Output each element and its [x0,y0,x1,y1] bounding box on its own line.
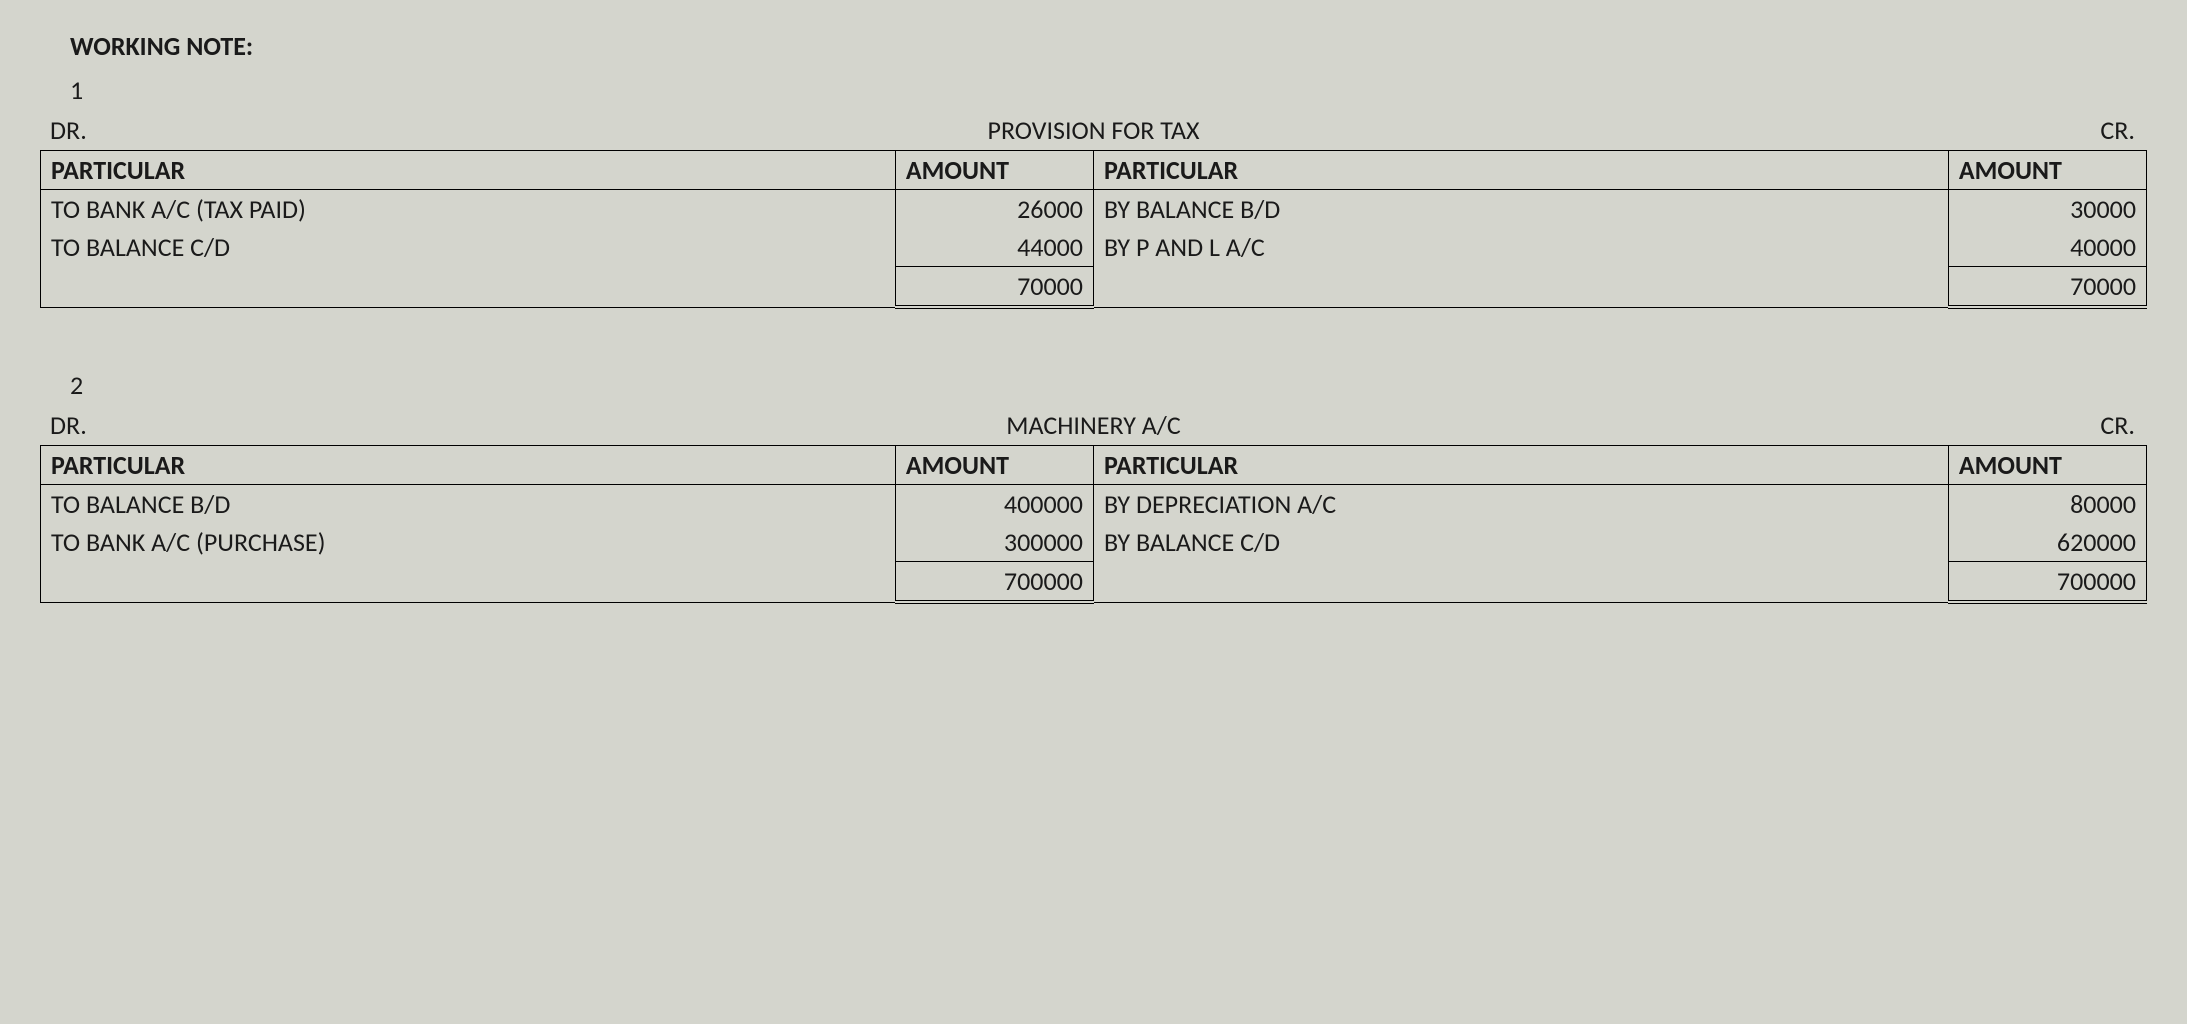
cr-particular: BY DEPRECIATION A/C [1093,485,1948,524]
table-row: TO BALANCE C/D 44000 BY P AND L A/C 4000… [41,228,2147,267]
cr-amount: 620000 [1948,523,2146,562]
dr-particular: TO BANK A/C (TAX PAID) [41,190,896,229]
dr-particular: TO BALANCE B/D [41,485,896,524]
dr-label: DR. [50,114,87,146]
cr-label: CR. [2100,409,2141,441]
cr-total: 70000 [1948,267,2146,308]
col-header-particular: PARTICULAR [1093,446,1948,485]
ledger-title: MACHINERY A/C [1006,409,1180,441]
col-header-amount: AMOUNT [1948,151,2146,190]
total-row: 700000 700000 [41,562,2147,603]
table-row: TO BANK A/C (TAX PAID) 26000 BY BALANCE … [41,190,2147,229]
col-header-particular: PARTICULAR [41,151,896,190]
total-row: 70000 70000 [41,267,2147,308]
cr-amount: 30000 [1948,190,2146,229]
dr-total: 70000 [895,267,1093,308]
cr-particular: BY BALANCE C/D [1093,523,1948,562]
ledger-title: PROVISION FOR TAX [988,114,1200,146]
col-header-amount: AMOUNT [895,446,1093,485]
cr-particular: BY BALANCE B/D [1093,190,1948,229]
ledger-table: PARTICULAR AMOUNT PARTICULAR AMOUNT TO B… [40,445,2147,604]
ledger-block-2: 2 DR. MACHINERY A/C CR. PARTICULAR AMOUN… [40,369,2147,604]
dr-particular: TO BANK A/C (PURCHASE) [41,523,896,562]
page-heading: WORKING NOTE: [40,30,2147,62]
note-number: 2 [40,369,2147,401]
ledger-header-row: DR. MACHINERY A/C CR. [40,409,2147,441]
note-number: 1 [40,74,2147,106]
cr-label: CR. [2100,114,2141,146]
dr-amount: 300000 [895,523,1093,562]
col-header-amount: AMOUNT [1948,446,2146,485]
ledger-block-1: 1 DR. PROVISION FOR TAX CR. PARTICULAR A… [40,74,2147,309]
cr-amount: 40000 [1948,228,2146,267]
ledger-header-row: DR. PROVISION FOR TAX CR. [40,114,2147,146]
cr-amount: 80000 [1948,485,2146,524]
cr-total: 700000 [1948,562,2146,603]
table-row: TO BANK A/C (PURCHASE) 300000 BY BALANCE… [41,523,2147,562]
dr-amount: 44000 [895,228,1093,267]
col-header-particular: PARTICULAR [1093,151,1948,190]
col-header-particular: PARTICULAR [41,446,896,485]
cr-particular: BY P AND L A/C [1093,228,1948,267]
dr-particular: TO BALANCE C/D [41,228,896,267]
table-row: TO BALANCE B/D 400000 BY DEPRECIATION A/… [41,485,2147,524]
dr-amount: 400000 [895,485,1093,524]
dr-amount: 26000 [895,190,1093,229]
ledger-table: PARTICULAR AMOUNT PARTICULAR AMOUNT TO B… [40,150,2147,309]
dr-label: DR. [50,409,87,441]
dr-total: 700000 [895,562,1093,603]
col-header-amount: AMOUNT [895,151,1093,190]
